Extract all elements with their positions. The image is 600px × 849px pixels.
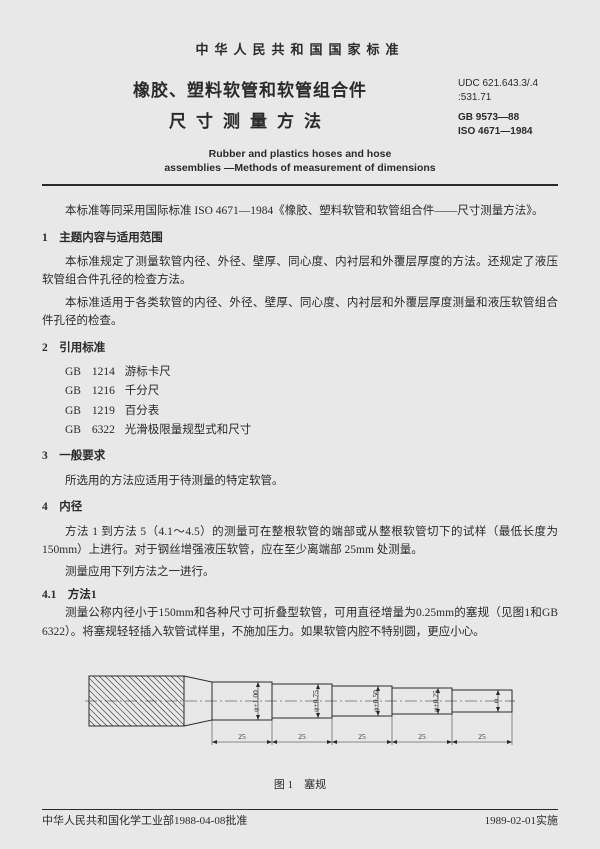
gb-code: GB 9573—88 bbox=[458, 112, 519, 123]
title-block: 橡胶、塑料软管和软管组合件 尺寸测量方法 UDC 621.643.3/.4 :5… bbox=[42, 77, 558, 139]
s4-1-p: 测量公称内径小于150mm和各种尺寸可折叠型软管，可用直径增量为0.25mm的塞… bbox=[42, 604, 558, 641]
svg-text:25: 25 bbox=[418, 732, 426, 741]
figure-1-gauge: φ+1.0025φ+0.7525φ+0.5025φ+0.2525φ25 bbox=[85, 651, 515, 771]
s4-p1: 方法 1 到方法 5（4.1～4.5）的测量可在整根软管的端部或从整根软管切下的… bbox=[42, 523, 558, 560]
iso-code: ISO 4671—1984 bbox=[458, 126, 533, 137]
figure-1-caption: 图 1 塞规 bbox=[42, 777, 558, 795]
s1-p2: 本标准适用于各类软管的内径、外径、壁厚、同心度、内衬层和外覆层厚度测量和液压软管… bbox=[42, 294, 558, 331]
title-chinese: 橡胶、塑料软管和软管组合件 尺寸测量方法 bbox=[42, 77, 458, 139]
section-4-heading: 4 内径 bbox=[42, 498, 558, 516]
title-english: Rubber and plastics hoses and hose assem… bbox=[42, 147, 558, 176]
footer-approval: 中华人民共和国化学工业部1988-04-08批准 bbox=[42, 813, 247, 831]
footer-rule bbox=[42, 809, 558, 810]
section-3-heading: 3 一般要求 bbox=[42, 447, 558, 465]
section-2-heading: 2 引用标准 bbox=[42, 339, 558, 357]
divider-thick bbox=[42, 184, 558, 186]
svg-text:25: 25 bbox=[478, 732, 486, 741]
title-en-line1: Rubber and plastics hoses and hose bbox=[42, 147, 558, 162]
title-cn-line2: 尺寸测量方法 bbox=[42, 108, 458, 135]
reference-item: GB 6322 光滑极限量规型式和尺寸 bbox=[65, 421, 558, 439]
title-cn-line1: 橡胶、塑料软管和软管组合件 bbox=[42, 77, 458, 104]
title-en-line2: assemblies —Methods of measurement of di… bbox=[42, 161, 558, 176]
reference-item: GB 1219 百分表 bbox=[65, 402, 558, 420]
reference-item: GB 1214 游标卡尺 bbox=[65, 363, 558, 381]
s4-p2: 测量应用下列方法之一进行。 bbox=[42, 563, 558, 581]
section-1-heading: 1 主题内容与适用范围 bbox=[42, 229, 558, 247]
svg-text:25: 25 bbox=[358, 732, 366, 741]
svg-text:25: 25 bbox=[298, 732, 306, 741]
section-4-1-heading: 4.1 方法1 bbox=[42, 586, 558, 604]
svg-text:φ: φ bbox=[491, 698, 500, 703]
udc-code: UDC 621.643.3/.4 :531.71 bbox=[458, 77, 558, 105]
standard-codes: UDC 621.643.3/.4 :531.71 GB 9573—88 ISO … bbox=[458, 77, 558, 139]
intro-paragraph: 本标准等同采用国际标准 ISO 4671—1984《橡胶、塑料软管和软管组合件—… bbox=[42, 202, 558, 220]
svg-text:25: 25 bbox=[238, 732, 246, 741]
s3-p1: 所选用的方法应适用于待测量的特定软管。 bbox=[42, 472, 558, 490]
s1-p1: 本标准规定了测量软管内径、外径、壁厚、同心度、内衬层和外覆层厚度的方法。还规定了… bbox=[42, 253, 558, 290]
country-standard-header: 中华人民共和国国家标准 bbox=[42, 40, 558, 61]
reference-list: GB 1214 游标卡尺GB 1216 千分尺 GB 1219 百分表GB 632… bbox=[65, 363, 558, 440]
footer-effective: 1989-02-01实施 bbox=[485, 813, 558, 831]
reference-item: GB 1216 千分尺 bbox=[65, 382, 558, 400]
page-footer: 中华人民共和国化学工业部1988-04-08批准 1989-02-01实施 bbox=[42, 809, 558, 831]
